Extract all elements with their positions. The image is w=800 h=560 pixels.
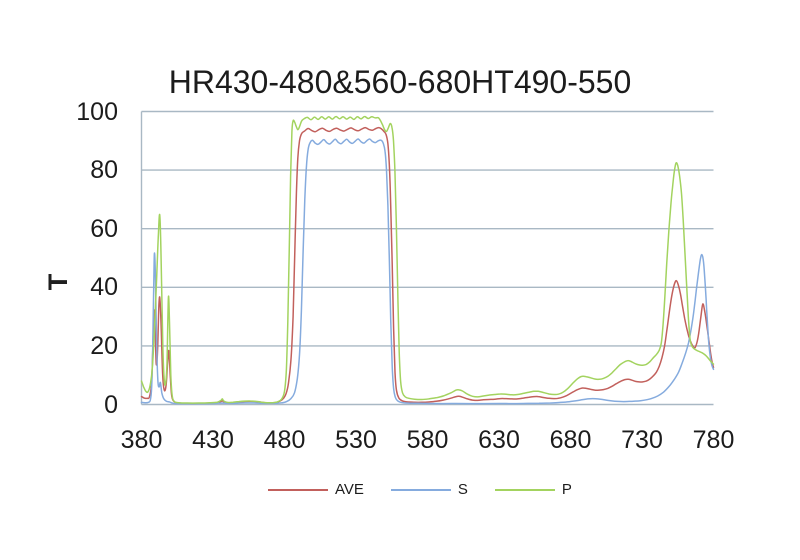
- series-line-ave: [140, 126, 715, 405]
- y-tick-label-80: 80: [90, 156, 118, 185]
- x-tick-label-680: 680: [549, 426, 592, 454]
- series-line-s: [140, 138, 715, 405]
- legend: AVE S P: [268, 480, 599, 500]
- legend-label-s: S: [457, 481, 468, 498]
- x-tick-label-730: 730: [621, 426, 663, 454]
- x-tick-label-530: 530: [335, 426, 377, 454]
- legend-item-ave: AVE: [268, 481, 391, 499]
- legend-label-p: P: [561, 481, 572, 498]
- legend-item-p: P: [494, 481, 599, 499]
- chart-title: HR430-480&560-680HT490-550: [168, 64, 632, 100]
- x-tick-label-580: 580: [406, 426, 449, 454]
- y-tick-label-0: 0: [104, 390, 118, 419]
- x-tick-label-630: 630: [478, 426, 520, 454]
- x-tick-label-780: 780: [692, 426, 735, 454]
- x-tick-label-430: 430: [192, 426, 234, 454]
- y-tick-label-40: 40: [90, 273, 118, 302]
- y-tick-label-100: 100: [76, 97, 118, 126]
- legend-item-s: S: [390, 481, 495, 499]
- legend-swatch-ave: [268, 489, 328, 491]
- legend-swatch-p: [494, 489, 555, 491]
- x-tick-label-480: 480: [263, 426, 306, 454]
- legend-label-ave: AVE: [335, 481, 364, 498]
- y-tick-label-60: 60: [90, 214, 118, 243]
- legend-swatch-s: [390, 489, 451, 491]
- x-tick-label-380: 380: [120, 426, 163, 454]
- y-tick-label-20: 20: [90, 331, 118, 360]
- series-line-p: [140, 115, 715, 404]
